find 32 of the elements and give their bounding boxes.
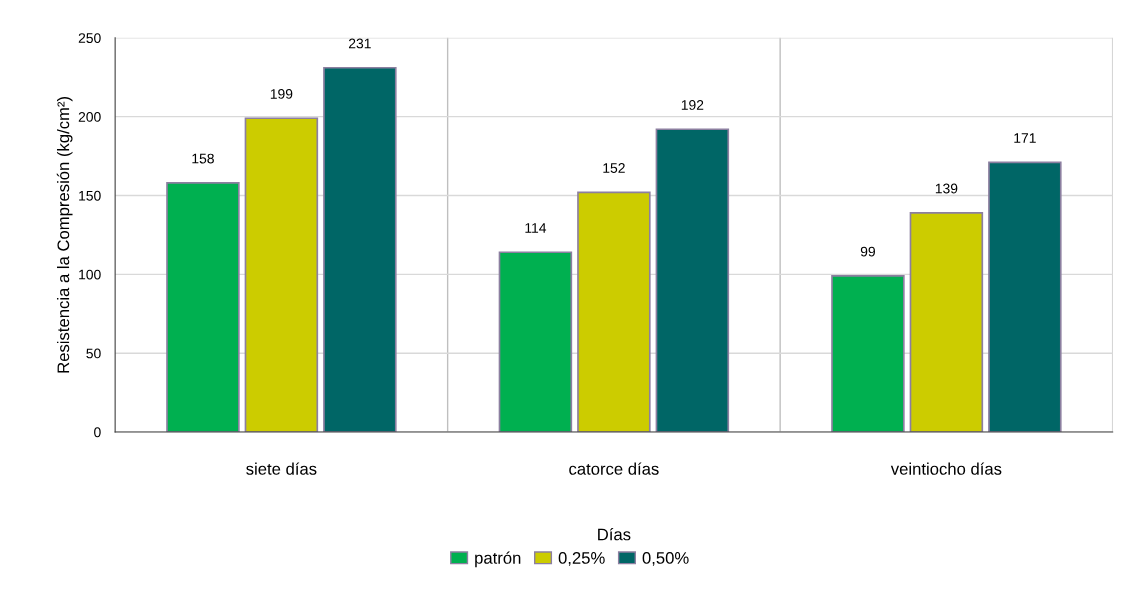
data-label: 158 — [192, 153, 214, 164]
y-tick-label: 100 — [79, 269, 101, 280]
bar — [577, 191, 651, 433]
legend-label: patrón — [475, 551, 521, 568]
legend-label: 0,50% — [642, 552, 689, 566]
data-label: 152 — [603, 163, 625, 173]
data-label: 231 — [348, 38, 371, 49]
y-tick-label: 50 — [86, 348, 101, 359]
x-tick-label: veintiocho días — [890, 462, 1002, 475]
y-tick-label: 200 — [78, 112, 101, 122]
x-axis-title: Días — [598, 527, 631, 541]
data-label: 171 — [1014, 133, 1036, 143]
bar — [498, 251, 573, 433]
bar — [166, 182, 240, 433]
y-axis-title: Resistencia a la Compresión (kg/cm²) — [56, 97, 73, 373]
y-tick-label: 150 — [79, 190, 101, 201]
data-label: 114 — [525, 223, 547, 233]
bar — [323, 66, 397, 433]
bar — [909, 212, 984, 433]
data-label: 199 — [270, 88, 293, 99]
bar — [831, 275, 905, 433]
data-label: 99 — [860, 246, 875, 257]
legend-label: 0,25% — [558, 552, 605, 566]
y-tick-label: 0 — [94, 427, 101, 438]
data-label: 192 — [681, 100, 704, 110]
x-tick-label: siete días — [246, 462, 317, 475]
bar — [244, 117, 319, 433]
bar — [655, 128, 730, 433]
y-tick-label: 250 — [78, 33, 101, 43]
bar — [988, 161, 1062, 433]
data-label: 139 — [935, 183, 958, 194]
x-tick-label: catorce días — [569, 462, 659, 475]
